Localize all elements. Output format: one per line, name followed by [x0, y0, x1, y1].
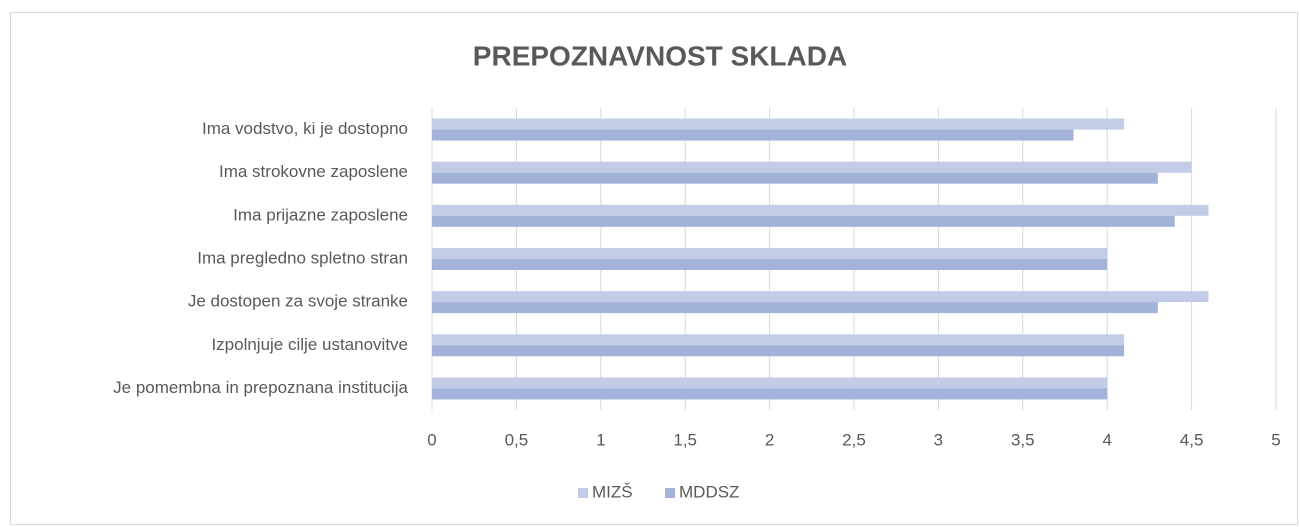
x-tick-label: 4,5 — [1180, 430, 1204, 449]
y-tick-label: Ima strokovne zaposlene — [219, 162, 408, 181]
bar — [432, 129, 1074, 141]
x-tick-label: 3,5 — [1011, 430, 1035, 449]
x-tick-label: 0,5 — [505, 430, 529, 449]
bar — [432, 172, 1158, 184]
bar — [432, 215, 1175, 227]
legend-label: MDDSZ — [679, 482, 739, 501]
y-tick-label: Ima pregledno spletno stran — [197, 248, 408, 267]
bar — [432, 345, 1125, 357]
x-tick-label: 3 — [934, 430, 943, 449]
chart-title: PREPOZNAVNOST SKLADA — [473, 40, 847, 71]
x-tick-label: 4 — [1102, 430, 1111, 449]
x-tick-label: 1,5 — [673, 430, 697, 449]
y-tick-label: Izpolnjuje cilje ustanovitve — [211, 335, 408, 354]
y-tick-label: Ima vodstvo, ki je dostopno — [202, 119, 408, 138]
bar — [432, 302, 1158, 314]
bar — [432, 377, 1108, 389]
x-tick-label: 5 — [1271, 430, 1280, 449]
bar — [432, 248, 1108, 259]
x-tick-label: 2 — [765, 430, 774, 449]
legend-swatch — [665, 488, 675, 498]
bar — [432, 334, 1125, 346]
x-tick-label: 2,5 — [842, 430, 866, 449]
bar — [432, 204, 1209, 216]
y-tick-label: Je pomembna in prepoznana institucija — [113, 378, 408, 397]
bar — [432, 388, 1108, 400]
legend-label: MIZŠ — [592, 482, 633, 501]
bar — [432, 161, 1192, 173]
bar — [432, 291, 1209, 303]
x-tick-label: 1 — [596, 430, 605, 449]
y-tick-label: Ima prijazne zaposlene — [233, 205, 408, 224]
bar — [432, 118, 1125, 130]
legend-swatch — [578, 488, 588, 498]
x-tick-label: 0 — [427, 430, 436, 449]
bar — [432, 259, 1108, 270]
y-tick-label: Je dostopen za svoje stranke — [188, 292, 408, 311]
